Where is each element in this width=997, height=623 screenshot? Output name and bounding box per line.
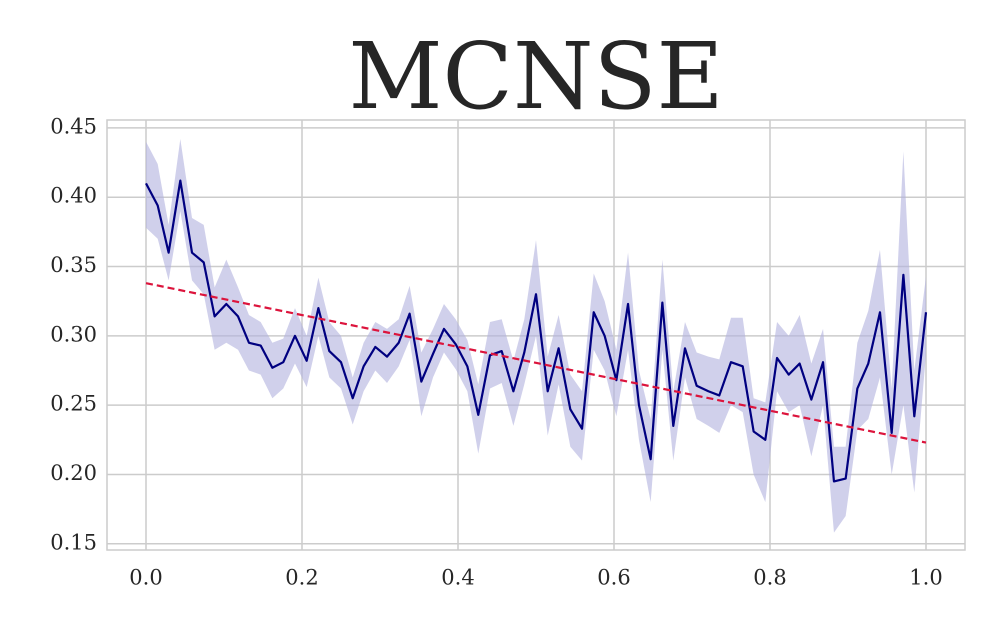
x-tick-label: 1.0 bbox=[909, 566, 942, 590]
x-tick-label: 0.4 bbox=[441, 566, 474, 590]
y-tick-label: 0.40 bbox=[50, 184, 97, 208]
chart-title: MCNSE bbox=[348, 23, 723, 130]
y-tick-label: 0.30 bbox=[50, 322, 97, 346]
confidence-band bbox=[146, 138, 926, 533]
x-tick-label: 0.2 bbox=[285, 566, 318, 590]
trend-line bbox=[145, 282, 927, 444]
y-tick-label: 0.20 bbox=[50, 461, 97, 485]
y-tick-label: 0.45 bbox=[50, 114, 97, 138]
data-line bbox=[145, 179, 928, 483]
x-tick-label: 0.0 bbox=[129, 566, 162, 590]
plot-frame bbox=[106, 119, 966, 551]
x-tick-label: 0.8 bbox=[753, 566, 786, 590]
x-tick-label: 0.6 bbox=[597, 566, 630, 590]
y-tick-label: 0.15 bbox=[50, 530, 97, 554]
y-tick-label: 0.25 bbox=[50, 392, 97, 416]
y-tick-label: 0.35 bbox=[50, 253, 97, 277]
